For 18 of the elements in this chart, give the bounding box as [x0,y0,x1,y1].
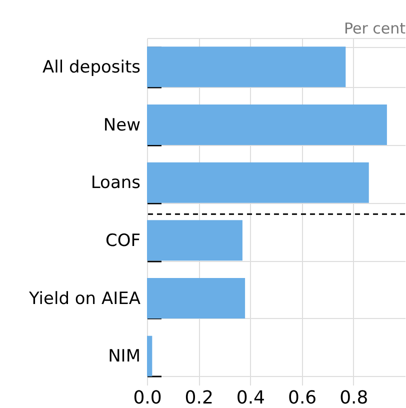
bar [147,336,152,376]
x-tick-label: 0.2 [184,388,214,408]
bar [147,162,369,203]
x-axis-title: Per cent [344,20,406,38]
y-tick-label: All deposits [42,57,141,78]
y-tick-label: Loans [90,173,141,194]
y-tick-label: COF [105,230,140,251]
bar [147,104,387,145]
x-tick-label: 0.4 [236,388,266,408]
bar [147,46,346,88]
y-tick-label: New [103,115,141,136]
x-tick-label: 0.6 [288,388,317,408]
y-tick-label: Yield on AIEA [28,288,141,309]
bar [147,220,242,261]
y-tick-label: NIM [108,346,140,367]
x-tick-label: 0.0 [133,388,162,408]
x-tick-label: 0.8 [340,388,368,408]
bar [147,278,246,318]
